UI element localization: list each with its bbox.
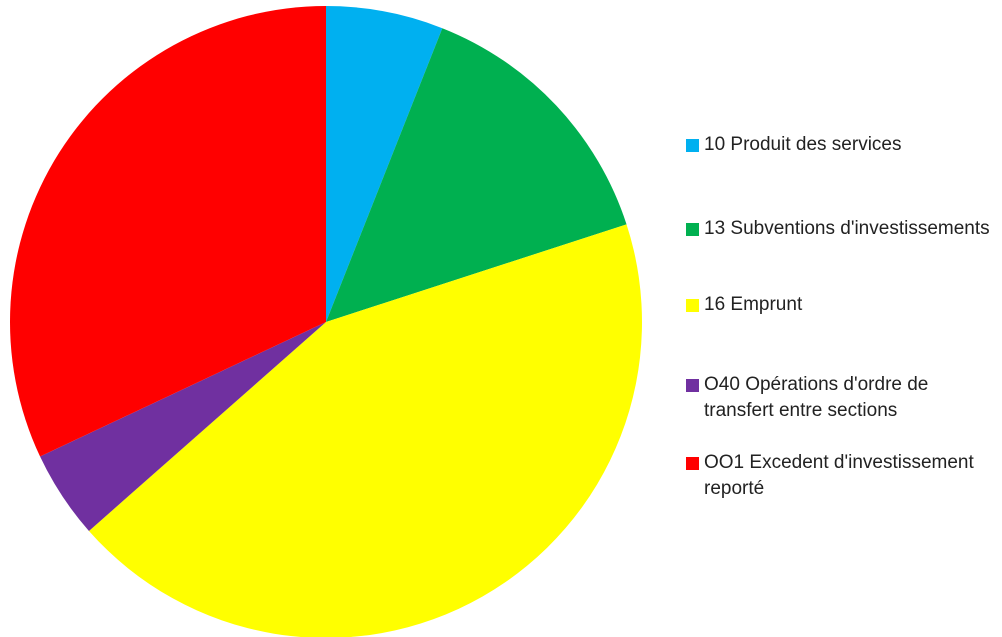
legend-label-4: OO1 Excedent d'investissement reporté (704, 452, 974, 499)
legend-swatch-1 (686, 223, 699, 236)
legend-swatch-2 (686, 299, 699, 312)
pie-slice-2 (88, 224, 642, 637)
legend-item-4: OO1 Excedent d'investissement reporté (686, 450, 1002, 502)
legend-swatch-3 (686, 379, 699, 392)
legend-label-3: O40 Opérations d'ordre de transfert entr… (704, 374, 929, 421)
legend-swatch-4 (686, 457, 699, 470)
pie-slice-0 (326, 6, 443, 322)
legend-label-0: 10 Produit des services (704, 134, 902, 155)
pie-slice-4 (9, 5, 327, 457)
legend-item-2: 16 Emprunt (686, 292, 802, 318)
pie-slice-3 (40, 322, 326, 531)
legend-item-1: 13 Subventions d'investissements (686, 216, 990, 242)
legend-item-0: 10 Produit des services (686, 132, 902, 158)
pie-slice-1 (326, 28, 627, 322)
legend-swatch-0 (686, 139, 699, 152)
legend-label-1: 13 Subventions d'investissements (704, 218, 990, 239)
legend-label-2: 16 Emprunt (704, 294, 803, 315)
legend-item-3: O40 Opérations d'ordre de transfert entr… (686, 372, 1002, 424)
